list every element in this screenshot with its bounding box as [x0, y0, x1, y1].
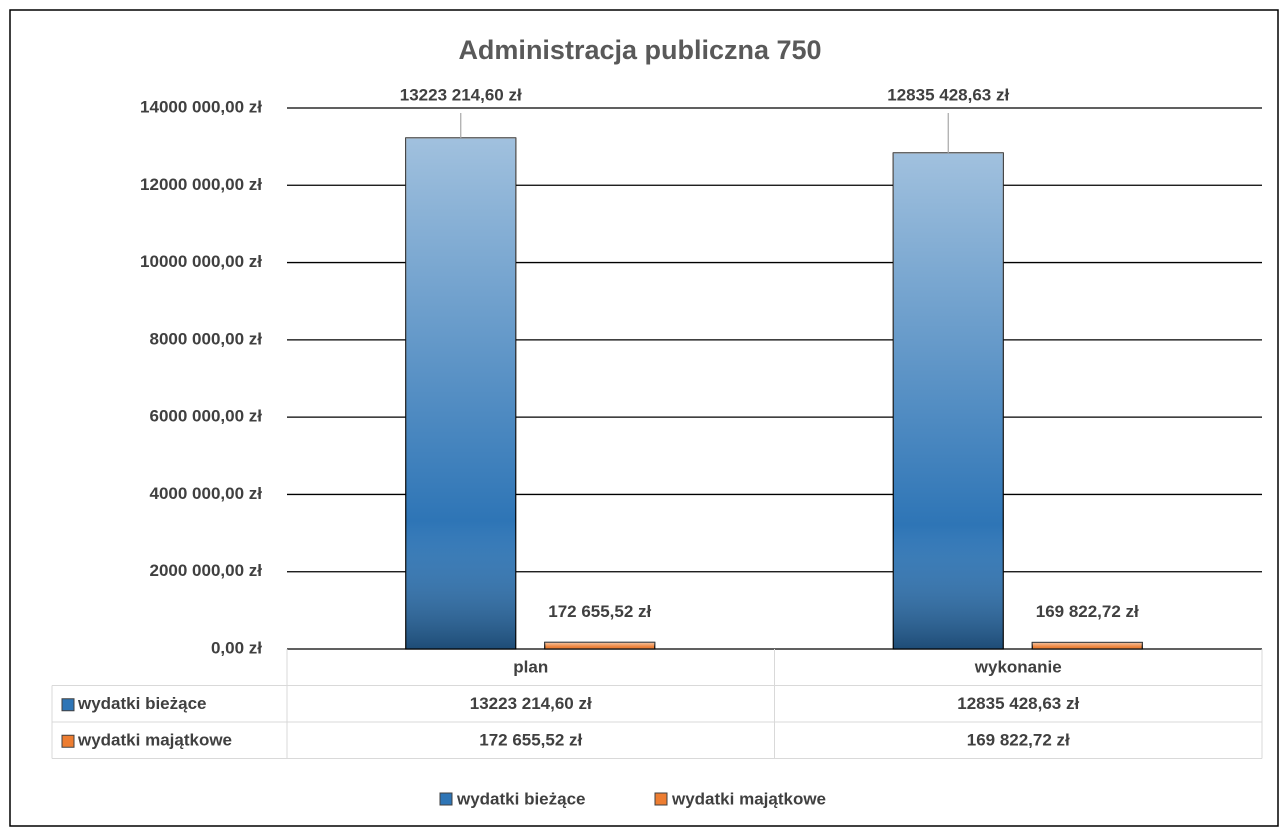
y-tick-label: 8000 000,00 zł	[150, 329, 263, 348]
x-tick-label: wykonanie	[974, 658, 1062, 677]
chart-title: Administracja publiczna 750	[458, 35, 821, 65]
chart-frame	[9, 9, 1279, 827]
data-label: 12835 428,63 zł	[887, 85, 1009, 104]
bar	[544, 641, 656, 650]
legend-label: wydatki majątkowe	[671, 789, 826, 808]
x-tick-label: plan	[513, 658, 548, 677]
y-tick-label: 12000 000,00 zł	[140, 175, 262, 194]
table-cell: 172 655,52 zł	[479, 731, 582, 750]
y-tick-label: 0,00 zł	[211, 638, 262, 657]
table-legend-key	[61, 698, 75, 712]
legend-key	[439, 792, 453, 806]
y-tick-label: 10000 000,00 zł	[140, 252, 262, 271]
table-cell: 169 822,72 zł	[967, 731, 1070, 750]
y-tick-label: 4000 000,00 zł	[150, 484, 263, 503]
legend-key	[654, 792, 668, 806]
table-row-label: wydatki bieżące	[77, 694, 207, 713]
bar	[405, 137, 517, 650]
y-tick-label: 6000 000,00 zł	[150, 407, 263, 426]
data-label: 169 822,72 zł	[1036, 602, 1139, 621]
bar	[892, 152, 1004, 650]
data-label: 13223 214,60 zł	[400, 85, 522, 104]
bar	[1031, 641, 1143, 650]
table-cell: 13223 214,60 zł	[470, 694, 592, 713]
y-tick-label: 14000 000,00 zł	[140, 97, 262, 116]
y-tick-label: 2000 000,00 zł	[150, 561, 263, 580]
table-cell: 12835 428,63 zł	[957, 694, 1079, 713]
data-label: 172 655,52 zł	[548, 602, 651, 621]
table-row-label: wydatki majątkowe	[77, 731, 232, 750]
table-legend-key	[61, 734, 75, 748]
legend-label: wydatki bieżące	[456, 789, 586, 808]
